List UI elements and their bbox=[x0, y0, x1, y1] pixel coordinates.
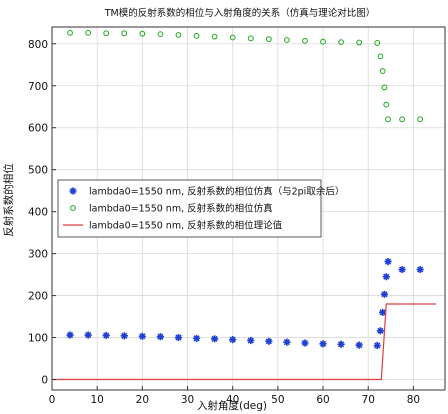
series-1-point-10 bbox=[247, 35, 254, 42]
series-1-point-7 bbox=[193, 32, 200, 39]
series-0-point-21 bbox=[382, 273, 390, 281]
x-tick-label-6: 60 bbox=[316, 394, 329, 406]
series-0-point-9 bbox=[229, 336, 237, 344]
ticks: 0 10 20 30 40 50 60 70 8001002003004005006007008… bbox=[28, 39, 420, 406]
series-1-point-24 bbox=[417, 116, 424, 123]
series-0-point-6 bbox=[174, 333, 183, 342]
grid bbox=[51, 27, 445, 390]
y-tick-label-3: 300 bbox=[28, 249, 48, 261]
x-axis-label: 入射角度(deg) bbox=[197, 399, 267, 412]
series-1-point-15 bbox=[338, 39, 345, 46]
series-1 bbox=[67, 29, 424, 123]
series-1-point-14 bbox=[320, 38, 326, 45]
series-1-point-22 bbox=[385, 116, 391, 123]
plot-frame bbox=[51, 26, 446, 391]
y-tick-label-1: 100 bbox=[28, 333, 48, 345]
series-0-point-18 bbox=[376, 327, 384, 335]
series-0-point-11 bbox=[265, 337, 273, 345]
series-0-point-20 bbox=[380, 290, 389, 298]
series-1-point-2 bbox=[103, 30, 110, 37]
series-1-point-17 bbox=[374, 40, 381, 46]
series-0-point-0 bbox=[66, 331, 74, 339]
series-0-point-16 bbox=[355, 341, 363, 349]
series-1-point-23 bbox=[399, 116, 405, 123]
series-0-point-22 bbox=[384, 257, 392, 266]
series-0-point-14 bbox=[319, 340, 327, 348]
series-0-point-10 bbox=[247, 336, 255, 345]
legend-label-2: lambda0=1550 nm, 反射系数的相位理论值 bbox=[89, 220, 283, 232]
y-tick-label-6: 600 bbox=[28, 123, 48, 135]
series-0-point-24 bbox=[416, 265, 424, 274]
series-0-point-7 bbox=[192, 334, 201, 342]
series-1-point-13 bbox=[302, 37, 308, 44]
x-tick-label-8: 80 bbox=[407, 394, 420, 406]
x-tick-label-2: 20 bbox=[136, 394, 149, 406]
series-0 bbox=[66, 257, 424, 350]
legend-swatch-1 bbox=[70, 205, 76, 211]
series-1-point-6 bbox=[175, 32, 182, 38]
x-tick-label-5: 50 bbox=[271, 394, 284, 406]
x-tick-label-7: 70 bbox=[362, 394, 375, 406]
series-0-point-23 bbox=[398, 265, 406, 274]
series-1-point-18 bbox=[377, 53, 384, 60]
y-tick-label-0: 0 bbox=[41, 375, 48, 387]
series-0-point-5 bbox=[156, 333, 165, 341]
series-0-point-19 bbox=[379, 308, 387, 316]
x-tick-label-3: 30 bbox=[181, 394, 194, 406]
series-0-point-8 bbox=[211, 335, 219, 343]
series-0-point-15 bbox=[337, 340, 345, 348]
series-1-point-16 bbox=[356, 39, 363, 46]
series-0-point-1 bbox=[84, 331, 92, 339]
legend: lambda0=1550 nm, 反射系数的相位仿真（与2pi取余后） lambd… bbox=[57, 179, 344, 238]
x-tick-label-4: 40 bbox=[226, 394, 239, 406]
series-1-point-11 bbox=[265, 36, 272, 43]
series-1-point-9 bbox=[229, 34, 236, 41]
x-tick-label-0: 0 bbox=[49, 394, 56, 406]
series-0-point-12 bbox=[283, 338, 291, 346]
y-axis-label: 反射系数的相位 bbox=[2, 163, 15, 237]
legend-label-0: lambda0=1550 nm, 反射系数的相位仿真（与2pi取余后） bbox=[89, 186, 344, 198]
series-1-point-1 bbox=[85, 29, 92, 36]
series-1-point-3 bbox=[121, 30, 128, 37]
y-tick-label-8: 800 bbox=[28, 39, 48, 51]
series-1-point-19 bbox=[379, 68, 386, 74]
y-tick-label-4: 400 bbox=[28, 207, 48, 219]
series-1-point-12 bbox=[283, 37, 290, 43]
series-0-point-4 bbox=[138, 332, 146, 340]
chart-title: TM模的反射系数的相位与入射角度的关系（仿真与理论对比图） bbox=[104, 7, 376, 19]
y-tick-label-2: 200 bbox=[28, 291, 48, 303]
series-0-point-17 bbox=[373, 341, 381, 350]
series-1-point-0 bbox=[67, 29, 73, 36]
legend-label-1: lambda0=1550 nm, 反射系数的相位仿真 bbox=[89, 203, 273, 215]
series-1-point-5 bbox=[157, 31, 164, 38]
series-layer bbox=[52, 29, 436, 381]
y-tick-label-5: 500 bbox=[28, 165, 48, 177]
series-0-point-2 bbox=[102, 331, 110, 340]
series-1-point-20 bbox=[381, 84, 388, 91]
series-2-line bbox=[52, 303, 436, 381]
series-1-point-4 bbox=[139, 30, 146, 37]
series-1-point-8 bbox=[211, 33, 218, 40]
series-0-point-3 bbox=[120, 332, 128, 340]
legend-box bbox=[57, 179, 322, 238]
series-0-point-13 bbox=[301, 339, 309, 347]
y-tick-label-7: 700 bbox=[28, 81, 48, 93]
legend-swatch-0 bbox=[69, 187, 77, 195]
series-2 bbox=[52, 303, 436, 381]
series-1-point-21 bbox=[383, 101, 390, 108]
x-tick-label-1: 10 bbox=[90, 394, 103, 406]
